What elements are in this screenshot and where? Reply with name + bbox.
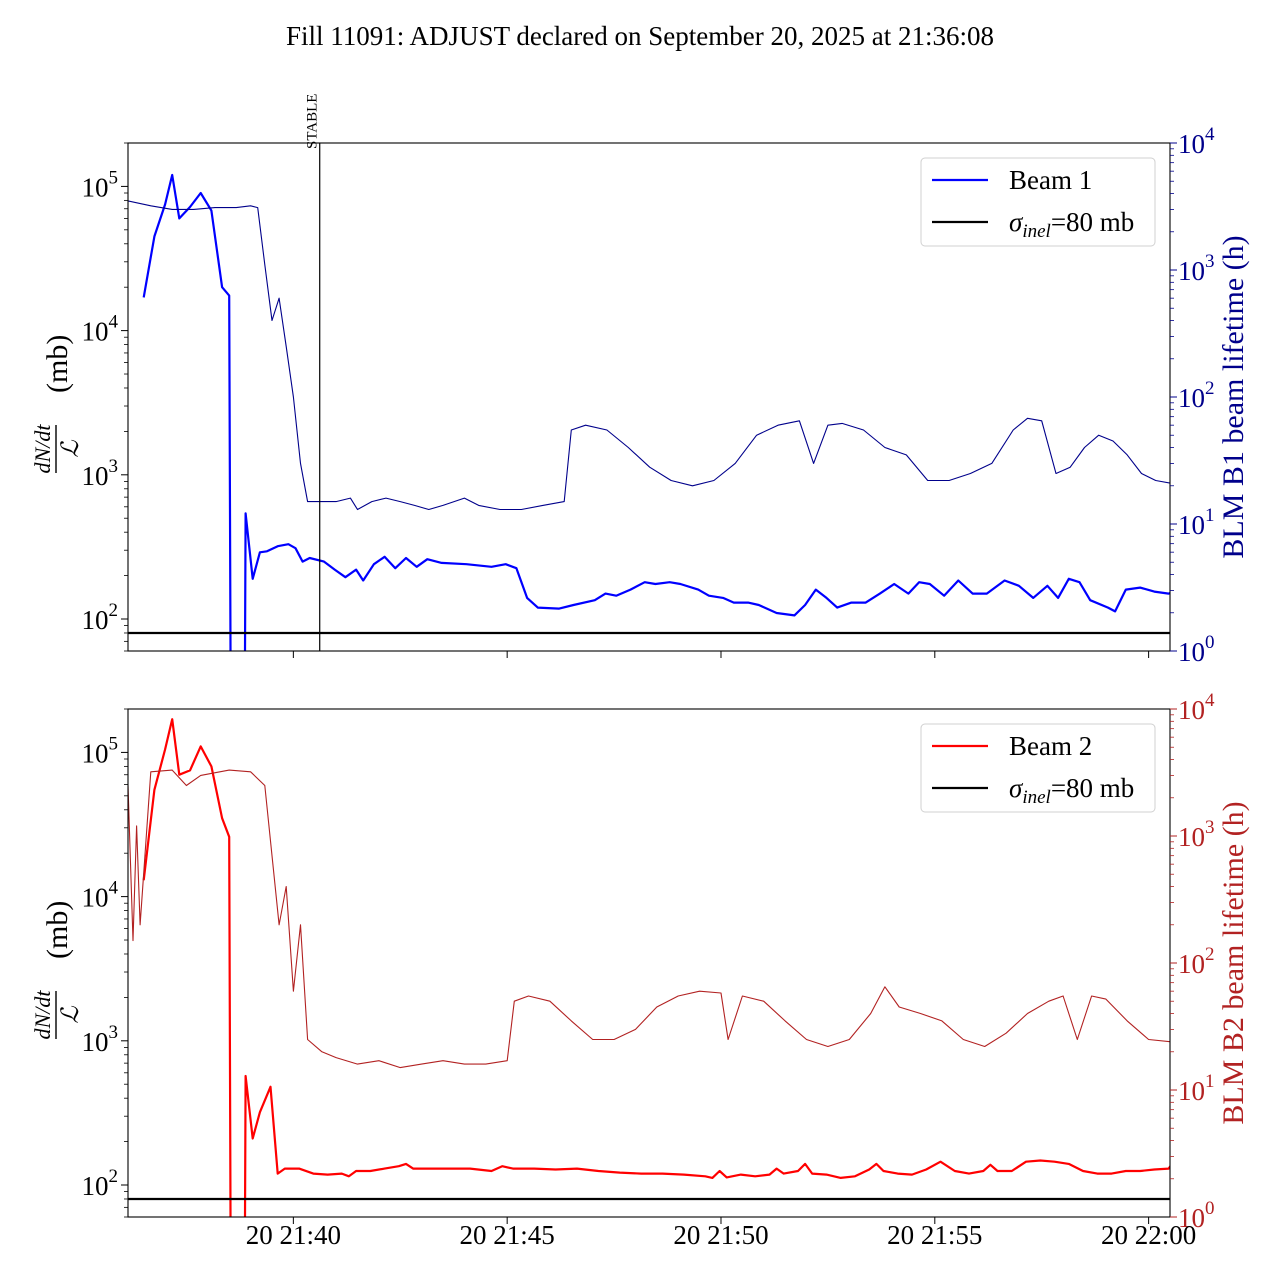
right-tick-label: 101 [1178,1071,1215,1106]
plot-area [128,718,1170,1217]
x-tick-label: 20 22:00 [1101,1220,1196,1250]
blm-lifetime-series-1 [128,200,1170,511]
legend-entry-label: σinel=80 mb [1009,207,1134,242]
plot-area [128,173,1170,651]
beam-series-2 [142,718,1170,1217]
legend-entry-label: Beam 2 [1009,731,1092,761]
left-axis-label-numerator: dN/dt [30,424,55,474]
left-tick-label: 103 [82,456,119,491]
left-axis-label-unit: (mb) [41,901,74,959]
figure-title: Fill 11091: ADJUST declared on September… [286,21,994,51]
right-tick-label: 104 [1178,690,1215,725]
left-axis-label-numerator: dN/dt [30,990,55,1040]
legend: Beam 1 σinel=80 mb [920,157,1156,247]
right-tick-label: 100 [1178,1198,1215,1233]
right-tick-label: 103 [1178,817,1215,852]
right-tick-label: 100 [1178,632,1215,667]
x-tick-label: 20 21:50 [673,1220,768,1250]
beam-series-1 [142,173,1170,651]
legend-entry-label: Beam 1 [1009,165,1092,195]
left-axis-label-denominator: ℒ [58,440,84,458]
left-tick-label: 105 [82,167,119,202]
left-axis-label-unit: (mb) [41,335,74,393]
right-tick-label: 103 [1178,251,1215,286]
right-tick-label: 101 [1178,505,1215,540]
stable-marker-label: STABLE [305,94,321,149]
right-tick-label: 102 [1178,944,1215,979]
x-tick-label: 20 21:55 [887,1220,982,1250]
right-axis-label: BLM B1 beam lifetime (h) [1217,235,1250,558]
left-axis-label-denominator: ℒ [58,1006,84,1024]
left-tick-label: 103 [82,1022,119,1057]
left-tick-label: 102 [82,600,119,635]
left-axis-label: dN/dt ℒ (mb) [30,335,84,474]
left-tick-label: 104 [82,878,119,913]
left-tick-label: 104 [82,312,119,347]
x-tick-label: 20 21:40 [246,1220,341,1250]
panel-bottom: 102 103 104 105 100 101 102 103 104 BLM B2 beam l… [30,690,1250,1250]
right-tick-label: 104 [1178,124,1215,159]
panel-top: STABLE 102 103 104 105 100 101 102 103 104 BLM B1 … [30,94,1250,667]
left-tick-label: 105 [82,733,119,768]
left-axis-label: dN/dt ℒ (mb) [30,901,84,1040]
legend: Beam 2 σinel=80 mb [920,723,1156,813]
left-tick-label: 102 [82,1166,119,1201]
legend-entry-label: σinel=80 mb [1009,773,1134,808]
right-axis-label: BLM B2 beam lifetime (h) [1217,801,1250,1124]
right-tick-label: 102 [1178,378,1215,413]
blm-lifetime-series-2 [128,769,1170,1069]
x-tick-label: 20 21:45 [460,1220,555,1250]
